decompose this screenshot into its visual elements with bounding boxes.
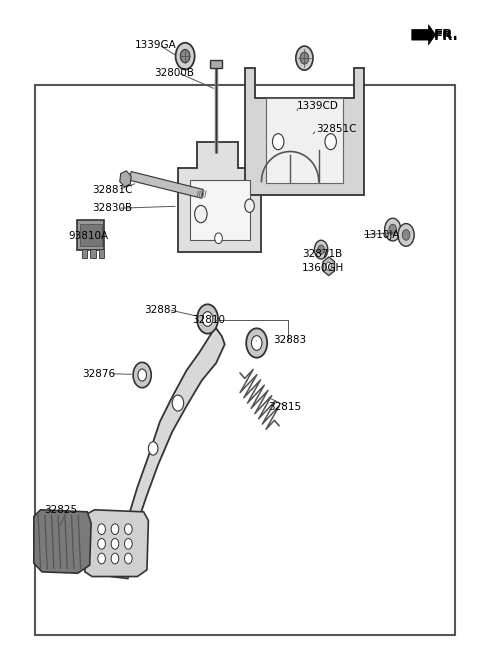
Circle shape: [314, 241, 328, 259]
Text: 32830B: 32830B: [92, 203, 132, 213]
Circle shape: [300, 52, 309, 64]
Text: FR.: FR.: [433, 29, 458, 43]
Circle shape: [202, 312, 213, 326]
Circle shape: [326, 262, 332, 270]
Circle shape: [111, 539, 119, 549]
Circle shape: [98, 539, 106, 549]
Polygon shape: [107, 554, 130, 578]
Text: 1360GH: 1360GH: [302, 263, 344, 273]
Bar: [99, 249, 105, 257]
Polygon shape: [323, 257, 335, 275]
Text: 32851C: 32851C: [316, 125, 357, 135]
Polygon shape: [245, 68, 364, 195]
Circle shape: [389, 224, 396, 235]
Circle shape: [402, 230, 410, 241]
Text: 1339CD: 1339CD: [297, 101, 339, 111]
Circle shape: [176, 43, 195, 70]
Circle shape: [273, 134, 284, 149]
Text: 32815: 32815: [269, 402, 302, 412]
Circle shape: [245, 199, 254, 212]
Text: 1310JA: 1310JA: [364, 230, 400, 240]
Bar: [210, 60, 222, 68]
Circle shape: [111, 553, 119, 564]
Bar: [77, 220, 105, 250]
Bar: [80, 224, 102, 246]
Text: 32871B: 32871B: [302, 249, 342, 259]
Bar: [82, 249, 87, 257]
Circle shape: [111, 524, 119, 535]
Text: 32825: 32825: [44, 505, 77, 515]
Circle shape: [124, 539, 132, 549]
Circle shape: [195, 206, 207, 222]
Text: 1339GA: 1339GA: [135, 40, 177, 50]
Text: 32810: 32810: [192, 316, 225, 326]
Circle shape: [197, 304, 218, 334]
Circle shape: [398, 224, 414, 247]
Circle shape: [325, 134, 336, 149]
Text: 32876: 32876: [83, 369, 116, 379]
Circle shape: [138, 369, 146, 381]
Circle shape: [252, 336, 262, 350]
Polygon shape: [116, 327, 225, 561]
Text: 32883: 32883: [274, 336, 307, 345]
Text: FR.: FR.: [433, 28, 458, 42]
Circle shape: [148, 442, 158, 455]
Circle shape: [246, 328, 267, 358]
Polygon shape: [129, 172, 203, 198]
Text: 93810A: 93810A: [68, 231, 108, 241]
Text: 32883: 32883: [144, 305, 178, 315]
Bar: [266, 98, 343, 183]
Circle shape: [124, 524, 132, 535]
Polygon shape: [120, 171, 131, 187]
Polygon shape: [34, 510, 91, 574]
Circle shape: [318, 245, 324, 255]
Circle shape: [172, 395, 184, 411]
Polygon shape: [178, 141, 262, 252]
Circle shape: [98, 553, 106, 564]
Text: 32800B: 32800B: [154, 68, 194, 78]
Polygon shape: [85, 510, 148, 576]
Text: 32881C: 32881C: [92, 184, 132, 194]
Circle shape: [180, 50, 190, 63]
Circle shape: [124, 553, 132, 564]
Circle shape: [215, 233, 222, 244]
Circle shape: [98, 524, 106, 535]
Circle shape: [296, 46, 313, 70]
Bar: [190, 180, 250, 240]
Polygon shape: [412, 25, 436, 45]
Circle shape: [133, 362, 151, 388]
Bar: [90, 249, 96, 257]
Circle shape: [384, 218, 401, 241]
